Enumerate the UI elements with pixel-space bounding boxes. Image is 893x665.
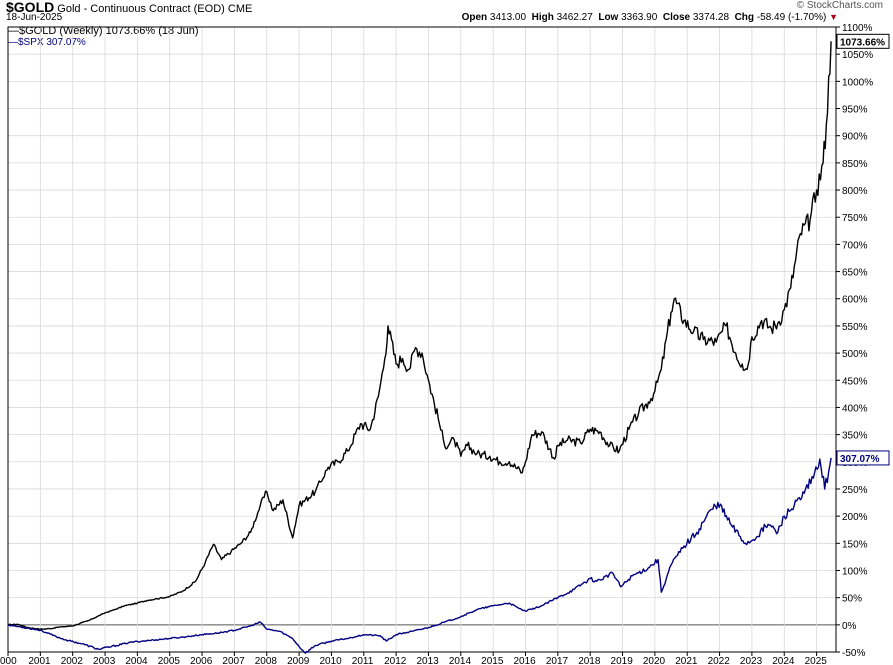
high-value: 3462.27: [556, 12, 593, 23]
x-tick-label: 2017: [546, 656, 569, 665]
close-label: Close: [662, 12, 691, 23]
x-tick-label: 2020: [643, 656, 666, 665]
x-tick-label: 2011: [352, 656, 374, 665]
legend-spx: —$SPX 307.07%: [8, 37, 86, 48]
symbol: $GOLD: [6, 0, 55, 15]
y-tick-label: 700%: [842, 240, 868, 251]
chart-date: 18-Jun-2025: [6, 12, 63, 23]
x-tick-label: 2013: [416, 656, 439, 665]
x-tick-label: 2001: [28, 656, 51, 665]
y-tick-label: 950%: [842, 105, 868, 116]
x-tick-label: 2016: [514, 656, 537, 665]
x-tick-label: 2003: [93, 656, 116, 665]
x-tick-label: 2007: [222, 656, 245, 665]
y-tick-label: 1000%: [842, 77, 873, 88]
x-tick-label: 2025: [805, 656, 828, 665]
y-tick-label: 150%: [842, 539, 868, 550]
close-value: 3374.28: [692, 12, 730, 23]
y-tick-label: 200%: [842, 512, 868, 523]
ohlc-readout: Open 3413.00 High 3462.27 Low 3363.90 Cl…: [462, 12, 838, 23]
y-tick-label: 250%: [842, 485, 868, 496]
spx-last-value-label: 307.07%: [840, 454, 880, 465]
low-label: Low: [598, 12, 619, 23]
x-tick-label: 2010: [319, 656, 342, 665]
x-tick-label: 2023: [740, 656, 763, 665]
y-tick-label: 750%: [842, 213, 868, 224]
high-label: High: [531, 12, 554, 23]
exchange: CME: [227, 3, 253, 15]
legend-spx-text: $SPX 307.07%: [18, 37, 86, 48]
x-tick-label: 2024: [772, 656, 795, 665]
y-tick-label: 50%: [842, 594, 862, 605]
x-tick-label: 2014: [449, 656, 472, 665]
x-tick-label: 2012: [384, 656, 407, 665]
x-tick-label: 2009: [287, 656, 310, 665]
open-label: Open: [461, 12, 488, 23]
chart-header: $GOLD Gold - Continuous Contract (EOD) C…: [6, 0, 252, 15]
gold-series-line: [7, 41, 832, 630]
y-tick-label: 550%: [842, 322, 868, 333]
low-value: 3363.90: [621, 12, 658, 23]
x-tick-label: 2018: [578, 656, 601, 665]
x-tick-label: 2008: [255, 656, 278, 665]
x-tick-label: 000: [0, 656, 17, 665]
open-value: 3413.00: [489, 12, 527, 23]
gold-last-value-label: 1073.66%: [840, 37, 885, 48]
x-tick-label: 2021: [675, 656, 698, 665]
brand-watermark: © StockCharts.com: [796, 0, 883, 11]
y-tick-label: 350%: [842, 431, 868, 442]
y-tick-label: 850%: [842, 159, 868, 170]
chg-label: Chg: [734, 12, 755, 23]
legend-gold-swatch: —: [8, 25, 19, 37]
x-tick-label: 2002: [61, 656, 84, 665]
y-tick-label: 400%: [842, 403, 868, 414]
x-tick-label: 2015: [481, 656, 504, 665]
y-tick-label: 800%: [842, 186, 868, 197]
y-tick-label: 100%: [842, 566, 868, 577]
y-tick-label: 1100%: [842, 23, 873, 34]
description: Gold - Continuous Contract (EOD): [57, 3, 225, 15]
y-tick-label: 450%: [842, 376, 868, 387]
x-tick-label: 2022: [708, 656, 731, 665]
x-tick-label: 2005: [158, 656, 181, 665]
y-tick-label: 1050%: [842, 50, 873, 61]
chg-value: -58.49 (-1.70%): [756, 12, 827, 23]
y-tick-label: 600%: [842, 295, 868, 306]
y-tick-label: 650%: [842, 268, 868, 279]
legend-gold-text: $GOLD (Weekly) 1073.66% (18 Jun): [19, 25, 199, 37]
gold-last-value-box: [836, 33, 890, 49]
spx-series-line: [7, 457, 832, 654]
legend-gold: —$GOLD (Weekly) 1073.66% (18 Jun): [8, 25, 199, 37]
y-tick-label: 500%: [842, 349, 868, 360]
x-tick-label: 2019: [611, 656, 634, 665]
legend-spx-swatch: —: [8, 37, 18, 48]
y-tick-label: -50%: [842, 648, 865, 659]
x-tick-label: 2006: [190, 656, 213, 665]
y-tick-label: 900%: [842, 132, 868, 143]
spx-last-value-box: [836, 450, 890, 466]
y-tick-label: 0%: [842, 621, 857, 632]
plot-border: [7, 26, 837, 653]
x-tick-label: 2004: [125, 656, 148, 665]
down-triangle-icon: ▼: [829, 12, 838, 22]
